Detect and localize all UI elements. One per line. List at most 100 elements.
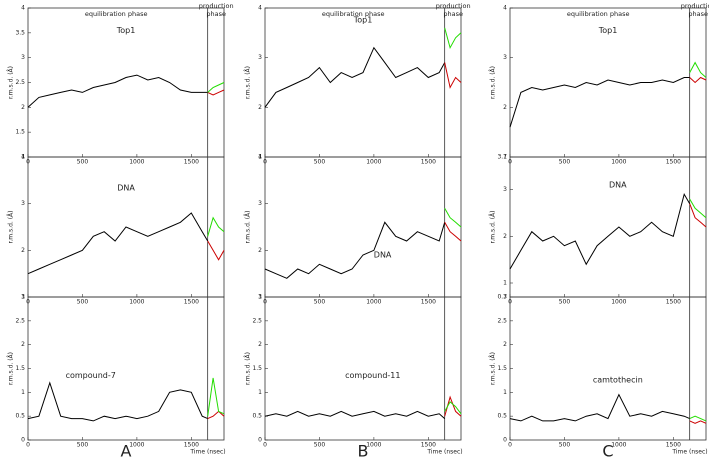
x-tick-label: 500 [314, 159, 326, 166]
series-line [264, 46, 446, 108]
x-tick-label: 1000 [611, 159, 626, 166]
y-tick-label: 0.5 [497, 413, 507, 420]
x-tick-label: 500 [559, 299, 571, 306]
y-tick-label: 2.5 [252, 317, 262, 324]
y-tick-label: 2.5 [15, 317, 25, 324]
y-tick-label: 2.5 [497, 317, 507, 324]
plot-frame [264, 7, 462, 158]
x-tick-label: 1000 [611, 299, 626, 306]
series-line [207, 377, 225, 417]
y-tick-label: 1 [503, 389, 507, 396]
series-line [689, 420, 707, 424]
series-annotation: camtothecin [593, 375, 643, 384]
y-tick-label: 1.5 [497, 365, 507, 372]
y-tick-label: 2 [503, 104, 507, 111]
y-tick-label: 1.5 [15, 129, 25, 136]
series-line [444, 27, 462, 50]
plot-frame [264, 296, 462, 441]
x-tick-label: 1000 [366, 299, 381, 306]
panel-label: B [358, 442, 369, 461]
x-tick-label: 500 [77, 159, 89, 166]
y-tick-label: 1 [21, 154, 25, 161]
y-axis-label: r.m.s.d. (Å) [8, 66, 15, 99]
y-tick-label: 2 [258, 341, 262, 348]
phase-label: phase [443, 10, 463, 18]
series-line [207, 82, 225, 93]
y-tick-label: 1 [258, 389, 262, 396]
x-axis-label: Time (nsec) [426, 449, 462, 456]
y-tick-label: 3 [21, 200, 25, 207]
series-annotation: compound-7 [66, 371, 116, 380]
y-axis-label: r.m.s.d. (Å) [490, 210, 497, 243]
series-line [689, 198, 707, 219]
y-tick-label: 3.7 [497, 154, 507, 161]
y-tick-label: 3 [258, 54, 262, 61]
y-axis-label: r.m.s.d. (Å) [8, 210, 15, 243]
y-tick-label: 2 [258, 247, 262, 254]
x-tick-label: 1500 [184, 299, 199, 306]
series-line [689, 203, 707, 228]
y-tick-label: 1.5 [252, 365, 262, 372]
phase-label: production [436, 2, 471, 10]
series-line [264, 221, 446, 279]
y-tick-label: 3 [21, 294, 25, 301]
series-line [27, 212, 209, 275]
y-tick-label: 1 [503, 280, 507, 287]
x-tick-label: 0 [263, 442, 267, 449]
x-tick-label: 1000 [129, 442, 144, 449]
x-tick-label: 1000 [366, 159, 381, 166]
x-tick-label: 1500 [421, 299, 436, 306]
y-axis-label: r.m.s.d. (Å) [490, 66, 497, 99]
x-tick-label: 1500 [184, 159, 199, 166]
series-line [509, 193, 691, 270]
series-line [689, 61, 707, 78]
y-axis-label: r.m.s.d. (Å) [8, 352, 15, 385]
plot-frame [509, 156, 707, 298]
series-line [27, 381, 208, 422]
series-line [27, 74, 208, 108]
series-annotation: Top1 [598, 26, 618, 35]
y-axis-label: r.m.s.d. (Å) [490, 352, 497, 385]
x-tick-label: 0 [508, 442, 512, 449]
series-annotation: Top1 [116, 26, 136, 35]
y-tick-label: 1 [21, 294, 25, 301]
x-tick-label: 500 [314, 442, 326, 449]
x-tick-label: 1500 [666, 299, 681, 306]
x-tick-label: 1500 [421, 442, 436, 449]
x-tick-label: 500 [314, 299, 326, 306]
phase-label: phase [206, 10, 226, 18]
series-line [444, 401, 462, 415]
y-tick-label: 3.5 [15, 29, 25, 36]
series-annotation: compound-11 [345, 371, 400, 380]
x-tick-label: 1000 [129, 159, 144, 166]
y-tick-label: 0.5 [15, 413, 25, 420]
x-tick-label: 1500 [666, 159, 681, 166]
series-annotation: DNA [609, 181, 627, 190]
series-line [207, 89, 225, 96]
series-line [444, 222, 462, 242]
series-line [689, 76, 707, 84]
y-tick-label: 3 [503, 294, 507, 301]
x-tick-label: 500 [559, 442, 571, 449]
y-tick-label: 2 [21, 247, 25, 254]
y-tick-label: 2 [503, 233, 507, 240]
y-tick-label: 4 [503, 5, 507, 12]
series-line [509, 77, 690, 128]
series-annotation: DNA [117, 183, 135, 192]
y-tick-label: 1.5 [15, 365, 25, 372]
x-tick-label: 0 [26, 442, 30, 449]
x-tick-label: 1000 [129, 299, 144, 306]
y-tick-label: 0 [258, 437, 262, 444]
series-line [689, 415, 707, 422]
y-axis-label: r.m.s.d. (Å) [245, 352, 252, 385]
phase-label: equilibration phase [85, 10, 148, 18]
phase-label: equilibration phase [567, 10, 630, 18]
series-line [207, 410, 225, 420]
y-tick-label: 4 [258, 154, 262, 161]
phase-label: production [199, 2, 234, 10]
y-tick-label: 3 [503, 186, 507, 193]
series-annotation: Top1 [353, 15, 373, 24]
series-line [444, 208, 462, 228]
x-axis-label: Time (nsec) [671, 449, 707, 456]
